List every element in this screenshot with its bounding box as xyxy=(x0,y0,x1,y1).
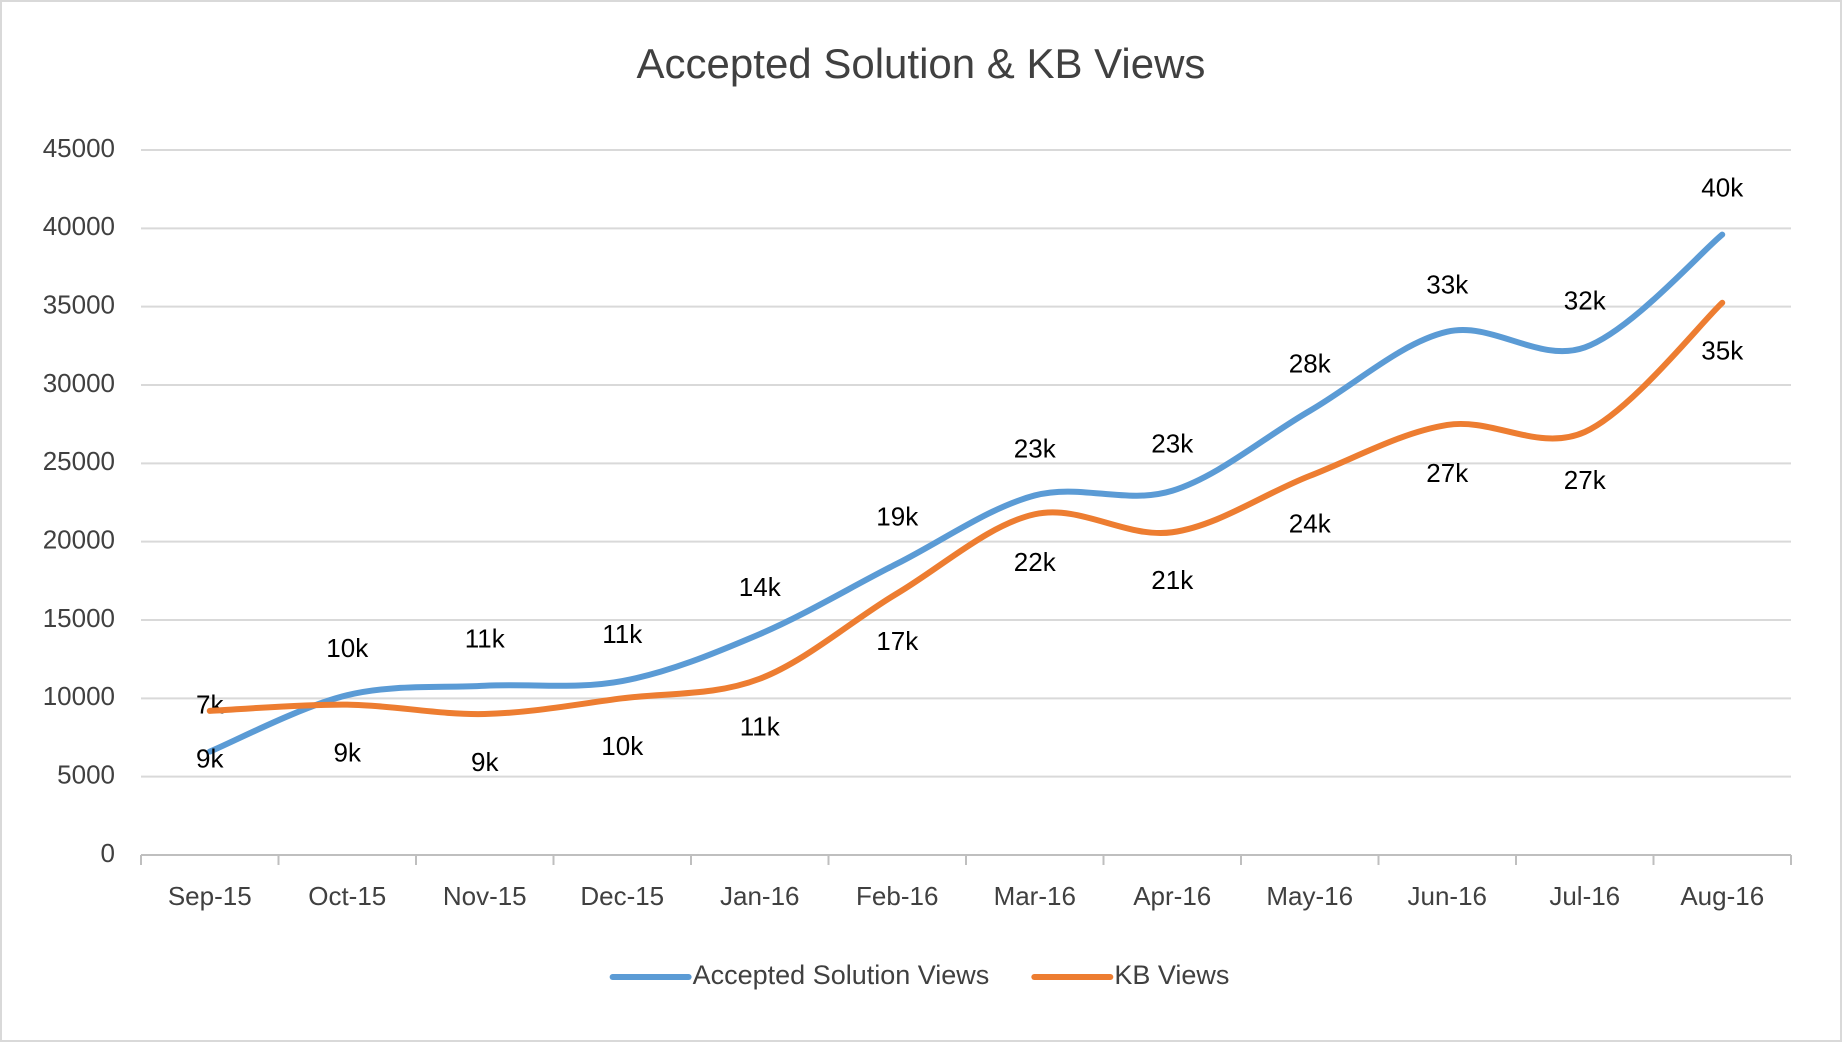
data-label: 19k xyxy=(876,501,919,531)
data-label: 7k xyxy=(196,689,224,719)
chart-title: Accepted Solution & KB Views xyxy=(637,40,1206,87)
y-tick-label: 5000 xyxy=(57,760,115,790)
data-label: 24k xyxy=(1289,509,1332,539)
legend-label: Accepted Solution Views xyxy=(693,960,990,990)
data-label: 11k xyxy=(465,624,506,654)
data-label: 27k xyxy=(1564,465,1607,495)
y-tick-label: 45000 xyxy=(43,133,115,163)
legend-label: KB Views xyxy=(1114,960,1229,990)
data-label: 9k xyxy=(334,737,362,767)
legend-item: KB Views xyxy=(1031,960,1229,990)
y-tick-label: 10000 xyxy=(43,681,115,711)
data-label: 23k xyxy=(1151,429,1194,459)
data-label: 22k xyxy=(1014,547,1057,577)
data-label: 10k xyxy=(326,633,369,663)
y-tick-label: 25000 xyxy=(43,446,115,476)
data-label: 11k xyxy=(740,712,781,742)
x-tick-label: Dec-15 xyxy=(580,881,664,911)
y-tick-label: 35000 xyxy=(43,290,115,320)
x-tick-label: May-16 xyxy=(1266,881,1353,911)
x-tick-label: Sep-15 xyxy=(168,881,252,911)
x-tick-label: Jul-16 xyxy=(1549,881,1620,911)
data-label: 28k xyxy=(1289,349,1332,379)
data-label: 11k xyxy=(602,619,643,649)
x-tick-label: Mar-16 xyxy=(994,881,1076,911)
data-label: 21k xyxy=(1151,565,1194,595)
data-label: 27k xyxy=(1426,458,1469,488)
y-tick-label: 0 xyxy=(101,838,115,868)
data-line xyxy=(206,231,1726,755)
legend-item: Accepted Solution Views xyxy=(609,960,990,990)
data-label: 32k xyxy=(1564,285,1607,315)
x-tick-label: Jan-16 xyxy=(720,881,800,911)
data-label: 14k xyxy=(739,572,782,602)
data-line xyxy=(206,299,1726,718)
data-label: 9k xyxy=(196,744,224,774)
y-tick-label: 40000 xyxy=(43,211,115,241)
x-tick-label: Feb-16 xyxy=(856,881,938,911)
data-label: 17k xyxy=(876,626,919,656)
data-label: 10k xyxy=(601,731,644,761)
x-tick-label: Apr-16 xyxy=(1133,881,1211,911)
x-tick-label: Nov-15 xyxy=(443,881,527,911)
y-tick-label: 15000 xyxy=(43,603,115,633)
data-label: 9k xyxy=(471,747,499,777)
y-tick-label: 20000 xyxy=(43,525,115,555)
data-label: 33k xyxy=(1426,270,1469,300)
x-tick-label: Aug-16 xyxy=(1680,881,1764,911)
y-tick-label: 30000 xyxy=(43,368,115,398)
data-label: 23k xyxy=(1014,433,1057,463)
data-label: 35k xyxy=(1701,336,1744,366)
x-tick-label: Jun-16 xyxy=(1408,881,1488,911)
data-label: 40k xyxy=(1701,172,1744,202)
x-tick-label: Oct-15 xyxy=(308,881,386,911)
